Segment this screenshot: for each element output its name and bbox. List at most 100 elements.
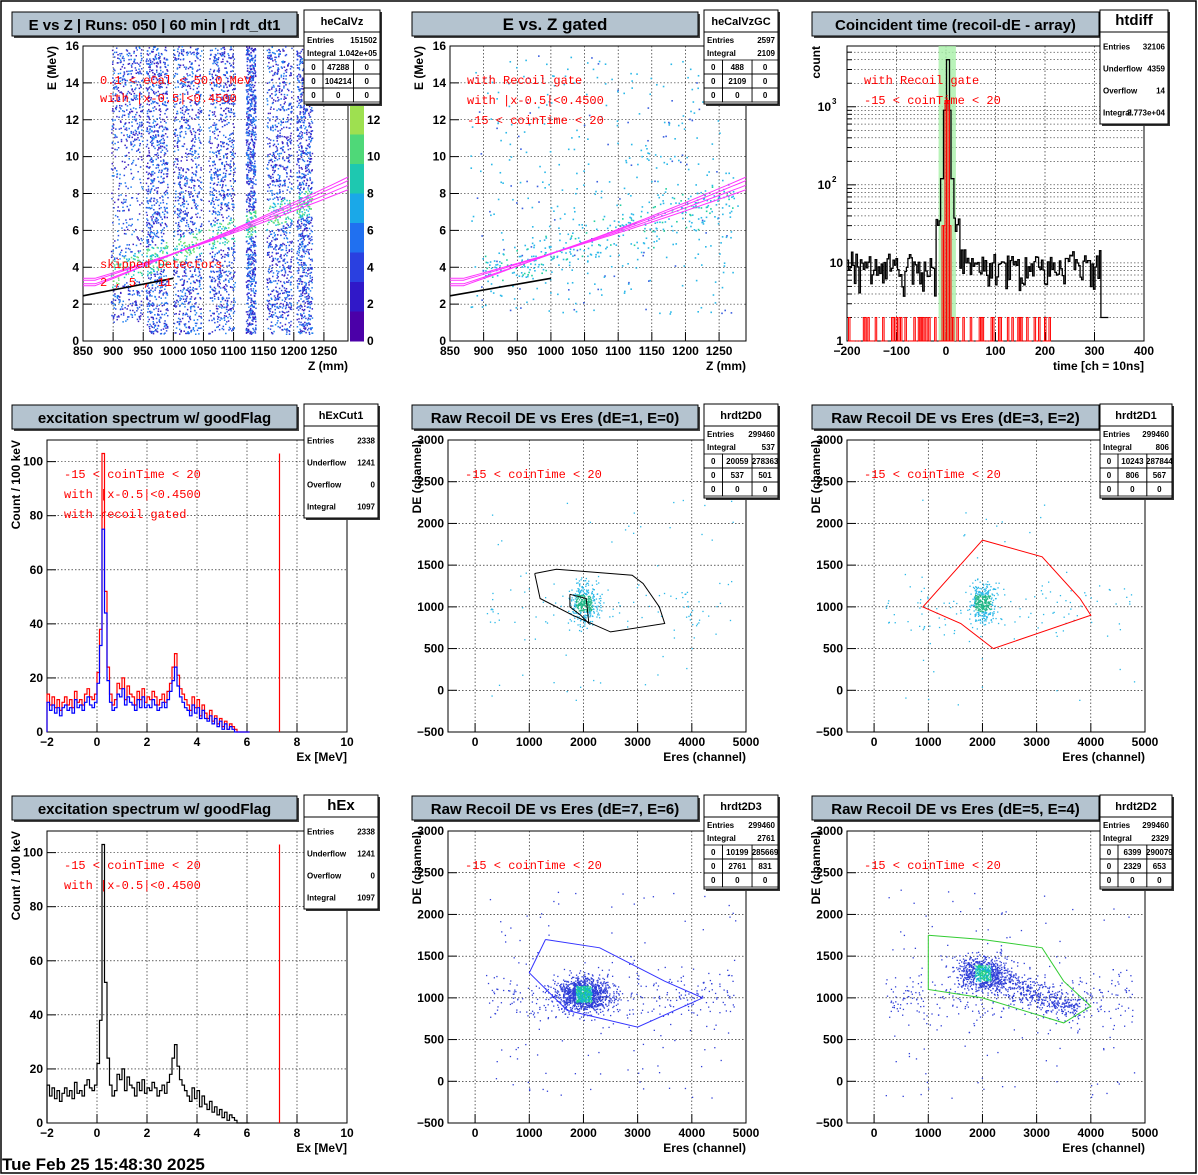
data-point [248,156,250,159]
data-point [189,60,191,63]
data-point [156,321,158,324]
data-point [151,268,153,270]
data-point [110,168,113,170]
data-point [126,282,128,284]
data-point [214,167,216,170]
data-point [247,82,249,85]
data-point [153,59,155,61]
data-point [179,107,182,110]
data-point [184,111,187,113]
data-point [219,158,222,161]
data-point [230,301,233,303]
data-point [146,305,149,307]
data-point [167,81,169,83]
data-point [213,194,215,197]
data-point [278,89,281,92]
data-point [150,332,153,334]
data-point [227,304,229,306]
data-point [231,132,233,135]
data-point [152,268,155,271]
data-point [266,304,269,306]
data-point [179,185,181,187]
data-point [226,290,228,293]
data-point [249,205,251,207]
data-point [279,322,282,324]
data-point [185,300,188,302]
data-point [216,155,218,157]
data-point [193,185,196,187]
data-point [173,182,176,185]
data-point [177,177,180,179]
data-point [156,330,158,332]
data-point [283,243,286,246]
data-point [118,116,120,118]
data-point [150,331,152,333]
data-point [152,160,154,162]
data-point [253,155,255,157]
data-point [141,110,144,112]
data-point [178,172,181,174]
data-point [124,128,126,131]
data-point [159,108,161,110]
data-point [217,49,219,52]
data-point [253,276,256,279]
data-point [288,279,290,282]
data-point [279,196,281,198]
data-point [246,52,248,54]
data-point [249,332,251,335]
data-point [215,129,218,131]
data-point [223,164,226,166]
data-point [184,241,186,244]
data-point [248,59,251,62]
data-point [209,83,212,86]
data-point [269,190,272,192]
data-point [246,49,248,51]
data-point [252,217,254,220]
data-point [253,260,256,262]
data-point [152,331,155,333]
data-point [247,247,249,250]
data-point [226,239,228,241]
data-point [283,93,286,96]
data-point [281,314,284,316]
data-point [179,197,182,199]
data-point [252,271,254,274]
data-point [197,108,200,111]
data-point [120,91,123,93]
data-point [182,218,185,221]
data-point [147,250,149,252]
data-point [128,127,130,130]
data-point [274,247,276,249]
data-point [246,285,248,288]
data-point [133,82,136,84]
data-point [162,162,165,165]
data-point [158,126,161,129]
data-point [190,153,192,155]
data-point [275,290,278,292]
data-point [189,301,192,303]
data-point [197,275,200,278]
data-point [120,108,122,110]
data-point [139,91,141,94]
data-point [275,215,277,217]
data-point [114,167,116,170]
data-point [231,197,233,200]
data-point [255,307,257,310]
data-point [182,85,185,88]
data-point [246,229,248,231]
data-point [188,232,191,234]
data-point [178,275,180,278]
data-point [137,148,140,151]
data-point [218,76,221,79]
data-point [283,212,286,214]
data-point [290,112,293,114]
data-point [141,106,144,108]
data-point [227,107,230,110]
data-point [158,86,160,89]
data-point [216,61,219,64]
data-point [290,271,292,273]
data-point [157,310,160,312]
data-point [287,281,289,283]
data-point [137,320,140,323]
data-point [251,269,254,271]
